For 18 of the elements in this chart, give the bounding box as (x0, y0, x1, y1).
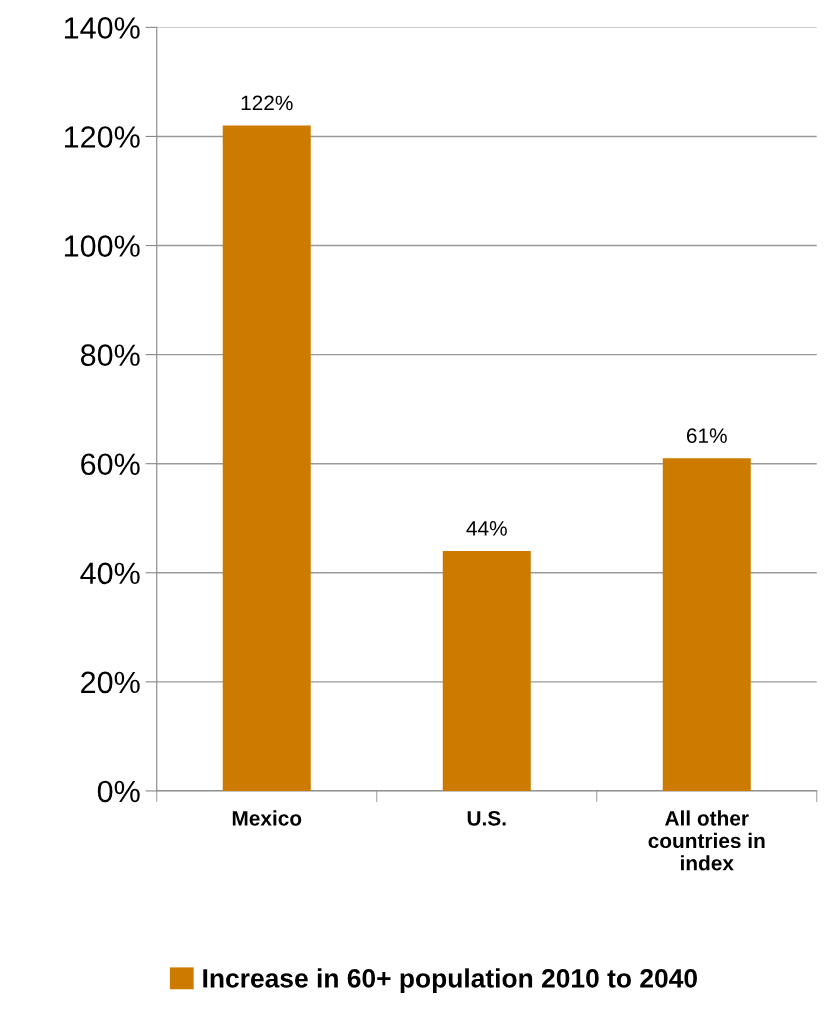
y-tick-label: 60% (81, 453, 140, 476)
x-tick-label: All other countries in index (648, 810, 765, 871)
y-tick-label: 100% (64, 235, 140, 257)
y-tick-label: 140% (64, 17, 140, 39)
y-tick-label: 120% (64, 126, 140, 148)
text: 122% (241, 95, 293, 111)
text: 61% (686, 428, 727, 443)
text: 44% (466, 521, 507, 536)
y-tick-label: 0% (97, 780, 140, 803)
y-tick-label: 40% (80, 562, 140, 585)
x-tick-label: Mexico (232, 810, 302, 826)
y-tick-label: 20% (81, 671, 140, 694)
bar (222, 125, 311, 791)
legend-label: Increase in 60+ population 2010 to 2040 (203, 968, 697, 993)
bar (442, 550, 531, 791)
y-tick-label: 80% (80, 344, 140, 366)
x-tick-label: U.S. (467, 810, 506, 826)
bar (662, 458, 751, 791)
